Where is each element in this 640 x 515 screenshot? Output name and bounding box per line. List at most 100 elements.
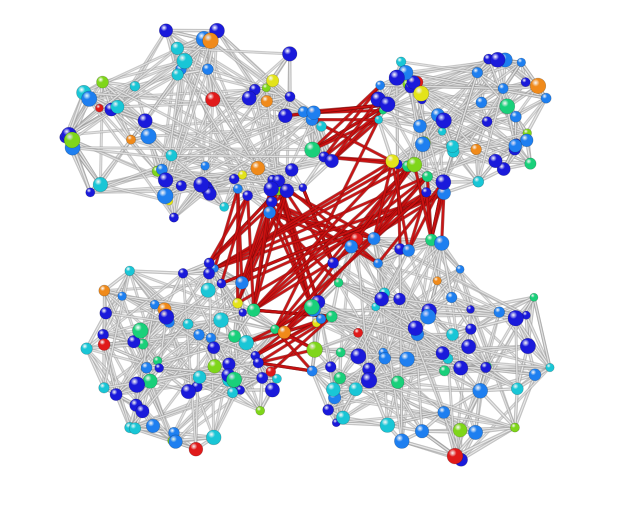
edge <box>378 119 415 165</box>
edge <box>103 270 130 389</box>
edge <box>331 282 340 317</box>
node-azure <box>493 306 505 318</box>
node-red <box>97 338 111 351</box>
node-blue <box>99 306 113 320</box>
nodes-layer <box>59 22 555 467</box>
node-azure <box>168 434 183 449</box>
node-orange <box>98 284 111 297</box>
node-azure <box>412 119 427 133</box>
node-cyan <box>335 410 350 425</box>
edge <box>357 332 423 432</box>
edge <box>68 47 178 135</box>
edge <box>129 270 184 274</box>
bridge-edge <box>391 160 410 252</box>
edge <box>149 380 173 442</box>
edge <box>83 92 315 113</box>
edge <box>105 312 170 323</box>
node-blue <box>507 310 524 327</box>
node-azure <box>306 105 321 120</box>
edge <box>164 272 184 310</box>
edge <box>121 295 263 379</box>
edge <box>514 388 518 428</box>
node-blue <box>137 113 153 129</box>
node-azure <box>467 424 483 440</box>
node-cyan <box>128 422 142 435</box>
bridge-edge <box>252 189 288 312</box>
edge <box>311 306 481 392</box>
node-azure <box>315 313 327 325</box>
node-azure <box>140 128 157 145</box>
node-blue <box>85 187 96 198</box>
node-blue <box>193 176 210 193</box>
node-azure <box>117 291 127 301</box>
node-azure <box>472 382 489 399</box>
node-blue <box>180 383 196 400</box>
node-red <box>95 103 104 113</box>
node-cyan <box>446 328 459 341</box>
node-yellow <box>413 85 430 102</box>
node-red <box>265 366 276 377</box>
node-lime <box>63 131 81 149</box>
node-cyan <box>445 139 459 153</box>
edge <box>368 370 445 381</box>
node-green <box>228 329 242 343</box>
edge <box>237 188 273 203</box>
node-azure <box>402 243 415 257</box>
node-blue <box>242 190 253 201</box>
edge <box>368 379 516 428</box>
node-azure <box>437 405 451 419</box>
node-azure <box>508 138 523 153</box>
node-azure <box>528 368 542 382</box>
edge <box>129 392 233 428</box>
node-green <box>226 371 243 388</box>
edge <box>480 102 517 118</box>
node-blue <box>379 96 396 113</box>
edge <box>210 337 256 357</box>
edge <box>368 379 388 426</box>
edge <box>488 58 508 107</box>
edge <box>355 388 481 392</box>
node-blue <box>157 172 174 188</box>
node-cyan <box>227 387 239 399</box>
node-blue <box>207 341 221 355</box>
edge <box>399 298 471 310</box>
node-azure <box>378 351 392 365</box>
node-blue <box>175 180 187 192</box>
node-yellow <box>385 154 400 169</box>
node-cyan <box>110 99 125 114</box>
node-cyan <box>176 52 193 70</box>
bridge-edge <box>274 118 380 331</box>
node-lime <box>255 405 266 416</box>
node-azure <box>540 92 552 104</box>
node-cyan <box>325 382 341 397</box>
edge <box>399 248 403 442</box>
edge <box>452 132 528 152</box>
node-lime <box>406 156 423 173</box>
edge <box>533 296 551 368</box>
node-azure <box>434 235 450 251</box>
node-orange <box>432 276 442 286</box>
edge <box>175 379 235 443</box>
edge <box>302 156 325 189</box>
node-yellow <box>232 297 243 309</box>
node-azure <box>394 433 410 449</box>
edge <box>399 248 527 316</box>
edge <box>412 83 528 134</box>
node-blue <box>128 376 146 393</box>
node-orange <box>277 325 291 339</box>
edge <box>195 334 200 450</box>
edge <box>331 316 445 413</box>
node-green <box>304 141 321 158</box>
edge <box>180 69 270 213</box>
node-blue <box>109 388 123 401</box>
node-cyan <box>545 362 555 373</box>
edge <box>100 184 170 202</box>
edge <box>342 417 388 426</box>
edge <box>378 119 421 127</box>
node-green <box>333 371 347 385</box>
node-green <box>303 298 320 315</box>
node-cyan <box>510 382 524 396</box>
edge <box>420 62 522 94</box>
edge <box>157 112 315 172</box>
edge <box>130 139 243 176</box>
